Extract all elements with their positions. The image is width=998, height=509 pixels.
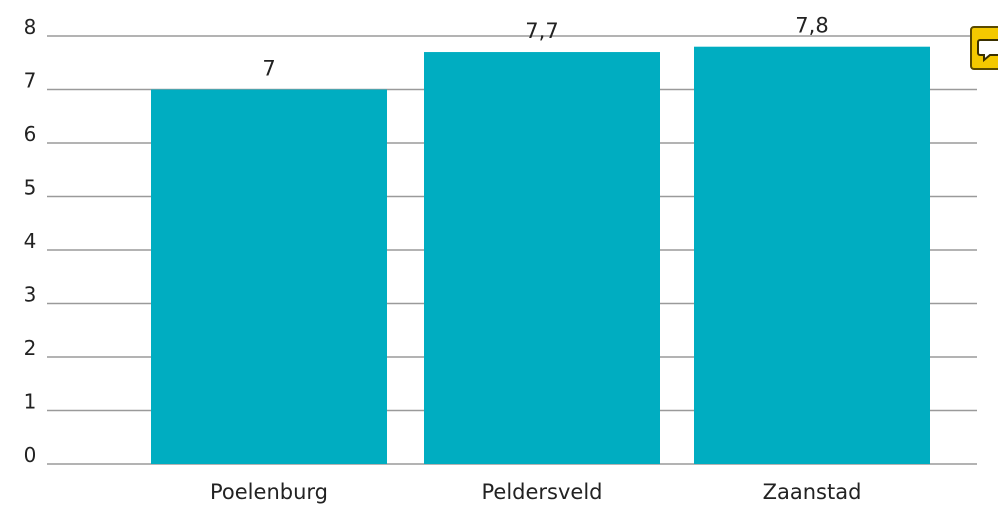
y-tick-label: 6	[24, 122, 37, 146]
bar-poelenburg	[151, 89, 387, 464]
y-tick-label: 1	[24, 390, 37, 414]
y-tick-label: 8	[24, 15, 37, 39]
data-labels: 7 7,7 7,8	[262, 14, 828, 81]
bar-zaanstad	[694, 46, 930, 464]
category-label: Peldersveld	[481, 480, 602, 504]
category-label: Zaanstad	[763, 480, 862, 504]
comment-button[interactable]	[970, 26, 998, 70]
y-tick-label: 3	[24, 283, 37, 307]
category-labels: Poelenburg Peldersveld Zaanstad	[210, 480, 861, 504]
y-tick-label: 5	[24, 176, 37, 200]
data-label: 7,8	[795, 14, 828, 38]
category-label: Poelenburg	[210, 480, 328, 504]
y-tick-label: 7	[24, 69, 37, 93]
data-label: 7	[262, 57, 275, 81]
speech-bubble-icon	[977, 39, 998, 63]
y-axis-ticks: 0 1 2 3 4 5 6 7 8	[24, 15, 37, 467]
y-tick-label: 4	[24, 229, 37, 253]
data-label: 7,7	[525, 19, 558, 43]
y-tick-label: 0	[24, 443, 37, 467]
y-tick-label: 2	[24, 336, 37, 360]
bars	[151, 46, 930, 465]
bar-peldersveld	[424, 52, 660, 465]
